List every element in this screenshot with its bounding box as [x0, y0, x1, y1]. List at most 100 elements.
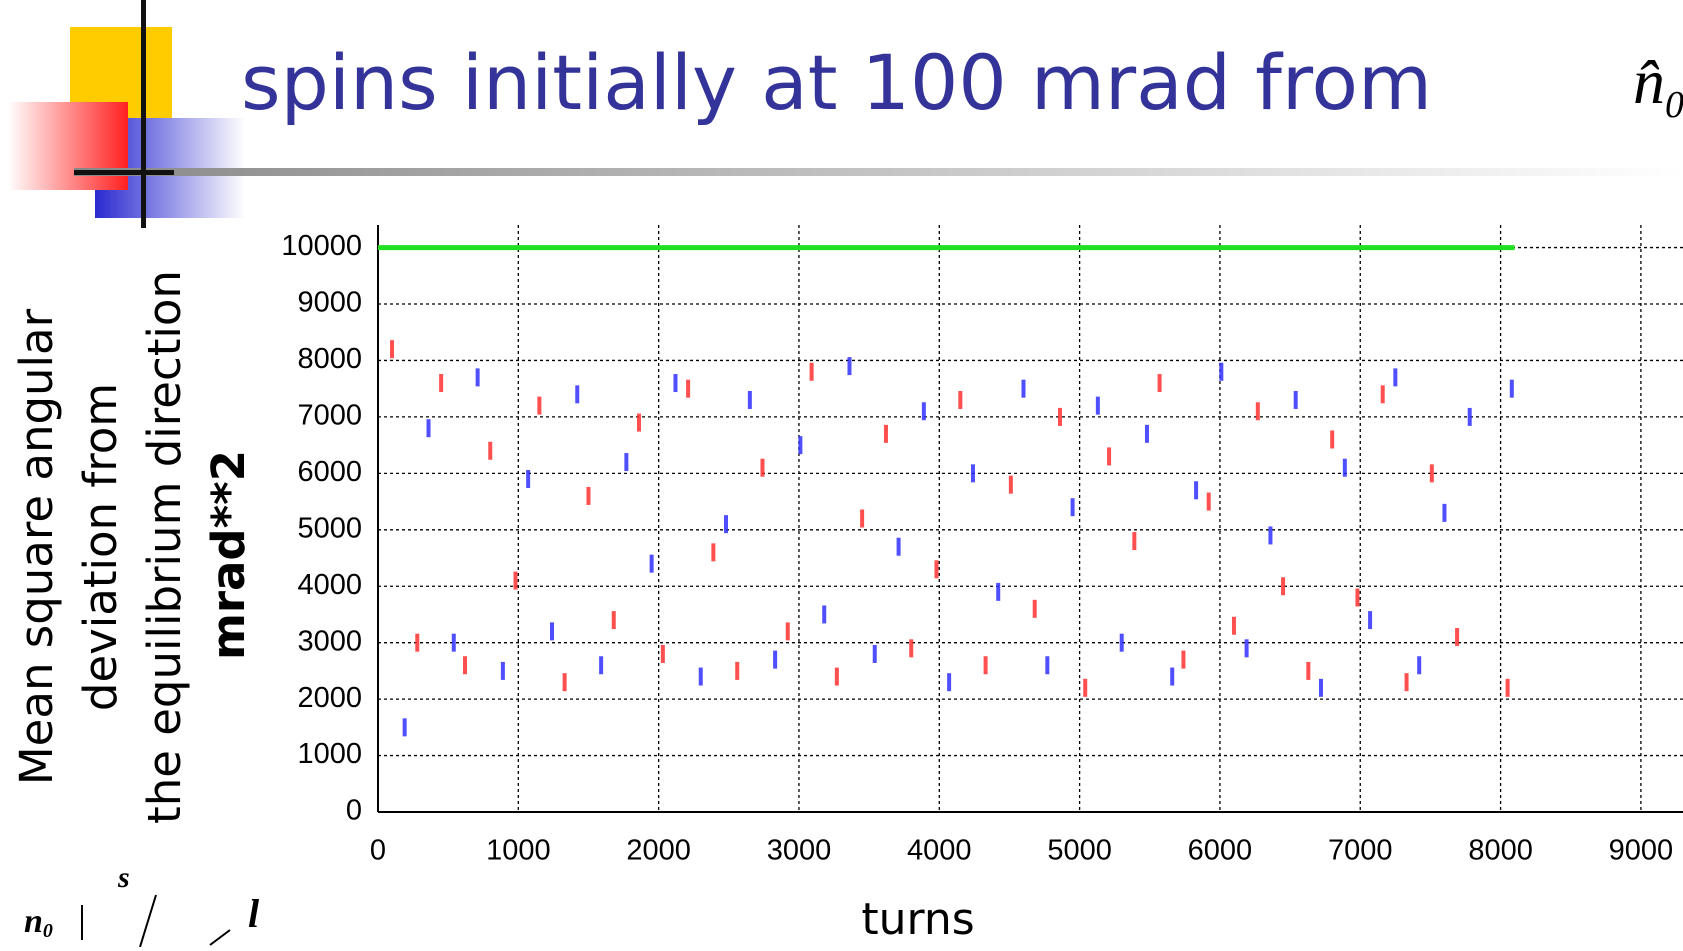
point [711, 543, 716, 562]
point [1219, 362, 1224, 381]
point [1509, 379, 1514, 398]
point [426, 419, 431, 438]
y-tick-label: 5000 [297, 512, 362, 544]
point [451, 633, 456, 652]
point [896, 537, 901, 556]
point [1032, 599, 1037, 618]
point [883, 424, 888, 443]
point [1281, 577, 1286, 596]
point [724, 515, 728, 534]
point [921, 402, 926, 421]
y-label-line: the equilibrium direction [138, 270, 191, 824]
point [390, 340, 395, 359]
y-tick-label: 6000 [297, 456, 362, 488]
point [1330, 430, 1335, 449]
point [586, 486, 591, 505]
point [1008, 475, 1013, 494]
title-rule [74, 168, 1683, 176]
point [947, 673, 952, 692]
point [649, 554, 654, 573]
y-tick-label: 10000 [281, 230, 362, 262]
point [599, 656, 604, 675]
point [1355, 588, 1360, 607]
y-tick-label: 8000 [297, 343, 362, 375]
y-label: Mean square angular deviation from the equ… [10, 270, 255, 824]
y-tick-label: 4000 [297, 569, 362, 601]
y-label-line: Mean square angular [10, 308, 63, 785]
y-tick-label: 7000 [297, 400, 362, 432]
point [860, 509, 865, 528]
point [611, 611, 616, 630]
x-tick-label: 0 [370, 835, 386, 867]
point [1318, 678, 1323, 697]
point [1380, 385, 1385, 404]
point [1119, 633, 1124, 652]
point [735, 661, 740, 680]
point [1021, 379, 1026, 398]
point [809, 362, 814, 381]
point [488, 441, 493, 460]
point [415, 633, 420, 652]
point [475, 368, 480, 387]
point [1170, 667, 1175, 686]
point [1107, 447, 1112, 466]
diagram: n0 s⃗ l [24, 861, 260, 948]
title-symbol: n̂0 [1633, 46, 1683, 126]
point [537, 396, 542, 415]
diagram-n: n0 [24, 903, 53, 942]
point [562, 673, 567, 692]
point [1244, 639, 1249, 658]
x-tick-label: 8000 [1468, 835, 1533, 867]
point [996, 582, 1001, 601]
y-label-unit: mrad**2 [202, 450, 255, 660]
point [513, 571, 518, 590]
point [1070, 498, 1075, 517]
point [1442, 503, 1447, 522]
point [847, 357, 852, 376]
point [686, 379, 691, 398]
point [773, 650, 778, 669]
point [1342, 458, 1347, 477]
x-tick-label: 7000 [1328, 835, 1393, 867]
point [1467, 407, 1472, 426]
x-tick-label: 5000 [1047, 835, 1112, 867]
point [402, 718, 407, 737]
point [1095, 396, 1100, 415]
x-label: turns [861, 894, 974, 945]
point [1393, 368, 1398, 387]
point [1255, 402, 1260, 421]
diagram-s: s⃗ [117, 861, 153, 894]
y-tick-label: 2000 [297, 682, 362, 714]
point [1417, 656, 1422, 675]
point [1045, 656, 1050, 675]
point [785, 622, 790, 641]
point [1368, 611, 1373, 630]
point [575, 385, 580, 404]
diagram-arrow [139, 894, 157, 948]
point [1194, 481, 1199, 500]
diagram-arrow [209, 929, 231, 946]
point [660, 644, 665, 663]
point [526, 469, 531, 488]
point [637, 413, 641, 432]
point [958, 390, 963, 409]
point [1206, 492, 1211, 511]
point [1231, 616, 1236, 635]
point [747, 390, 752, 409]
point [624, 453, 629, 472]
diagram-l: l [248, 891, 260, 936]
x-tick-label: 6000 [1188, 835, 1253, 867]
point [1293, 390, 1298, 409]
point [500, 661, 505, 680]
point [1057, 407, 1062, 426]
plot: 0 1000 2000 3000 4000 5000 6000 7000 8000 9000 100… [281, 225, 1683, 867]
point [673, 374, 678, 393]
point [1157, 374, 1162, 393]
point [983, 656, 988, 675]
deco-red [8, 102, 128, 190]
point [463, 656, 467, 675]
point [760, 458, 765, 477]
point [1083, 678, 1088, 697]
point [698, 667, 703, 686]
